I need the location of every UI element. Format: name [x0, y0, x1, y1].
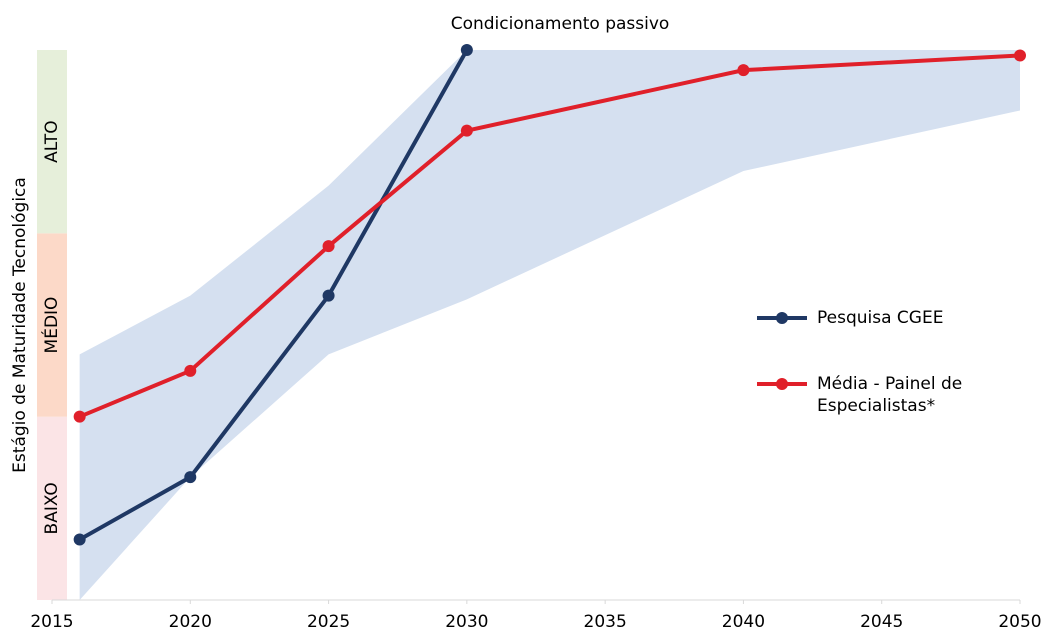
data-point [737, 64, 750, 77]
x-tick-label: 2020 [169, 612, 212, 632]
data-point [322, 240, 335, 253]
x-tick-label: 2025 [307, 612, 350, 632]
x-tick-label: 2015 [30, 612, 73, 632]
data-point [322, 289, 335, 302]
series-line [78, 53, 1021, 419]
band-label: ALTO [42, 120, 62, 163]
maturity-band [37, 416, 67, 600]
x-tick-label: 2045 [860, 612, 903, 632]
data-point [73, 533, 86, 546]
data-point [184, 364, 197, 377]
data-point [460, 44, 473, 56]
y-axis-label: Estágio de Maturidade Tecnológica [10, 177, 30, 473]
band-label: MÉDIO [40, 297, 62, 354]
x-tick-label: 2040 [722, 612, 765, 632]
legend-label: Pesquisa CGEE [817, 308, 944, 328]
data-point [184, 471, 197, 484]
range-band [79, 50, 1020, 600]
legend-swatch [757, 373, 807, 395]
series-line [78, 49, 469, 542]
chart-title: Condicionamento passivo [451, 14, 670, 34]
data-point [73, 410, 86, 423]
legend-swatch [757, 307, 807, 329]
x-tick-label: 2030 [445, 612, 488, 632]
maturity-band [37, 50, 67, 234]
data-point [1014, 49, 1026, 62]
maturity-band [37, 233, 67, 417]
legend-label: Média - Painel de Especialistas* [817, 374, 963, 416]
band-label: BAIXO [42, 482, 62, 534]
x-tick-label: 2035 [584, 612, 627, 632]
x-tick-label: 2050 [998, 612, 1041, 632]
legend-item: Média - Painel de Especialistas* [757, 373, 997, 417]
legend-item: Pesquisa CGEE [757, 307, 997, 329]
data-point [460, 124, 473, 137]
